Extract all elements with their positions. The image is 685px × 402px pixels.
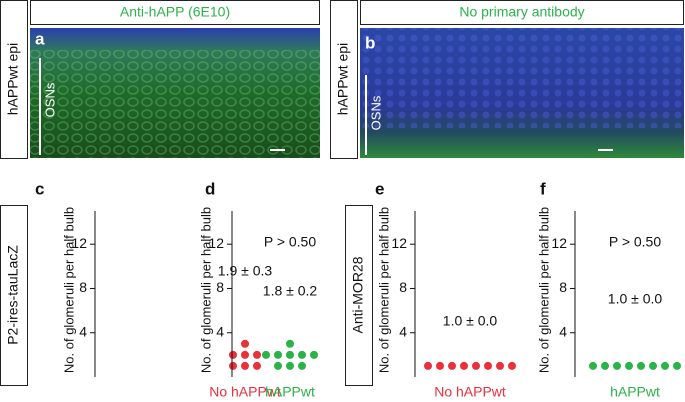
- dot: [613, 361, 621, 370]
- y-tick-label: 4: [79, 323, 87, 339]
- panel-letter: a: [35, 29, 45, 48]
- panel-letter: d: [205, 179, 215, 198]
- dot: [298, 361, 306, 370]
- dot: [253, 361, 261, 370]
- side-box: [330, 0, 358, 159]
- y-tick-label: 12: [71, 235, 87, 251]
- dot: [625, 361, 633, 370]
- dot: [262, 350, 270, 359]
- dot: [589, 361, 597, 370]
- dot: [484, 361, 492, 370]
- dot: [649, 361, 657, 370]
- dot: [472, 361, 480, 370]
- dot: [424, 361, 432, 370]
- side-box: [0, 0, 28, 159]
- dot: [241, 361, 249, 370]
- annotation: P > 0.50: [264, 234, 317, 250]
- y-axis-label: No. of glomeruli per half bulb: [536, 207, 551, 373]
- annotation: 1.9 ± 0.3: [218, 263, 273, 279]
- y-tick-label: 4: [216, 323, 224, 339]
- dot: [661, 361, 669, 370]
- panel-letter: c: [35, 179, 44, 198]
- dot: [241, 350, 249, 359]
- dot: [508, 361, 516, 370]
- region-label: OSNs: [368, 95, 383, 130]
- dot: [310, 350, 318, 359]
- dot: [286, 350, 294, 359]
- side-label: hAPPwt epi: [335, 43, 351, 115]
- y-tick-label: 12: [208, 235, 224, 251]
- side-label: Anti-MOR28: [350, 256, 366, 333]
- dot: [274, 361, 282, 370]
- dot: [229, 361, 237, 370]
- micrograph-texture: [360, 28, 684, 128]
- dot: [241, 339, 249, 348]
- header-box: [30, 0, 320, 25]
- y-axis-label: No. of glomeruli per half bulb: [61, 207, 76, 373]
- dot: [298, 350, 306, 359]
- dot: [274, 350, 282, 359]
- side-label: hAPPwt epi: [5, 43, 21, 115]
- dot: [673, 361, 681, 370]
- y-tick-label: 8: [79, 279, 87, 295]
- y-tick-label: 12: [551, 235, 567, 251]
- dot: [229, 350, 237, 359]
- annotation: 1.0 ± 0.0: [443, 313, 498, 329]
- panel-header: Anti-hAPP (6E10): [120, 4, 230, 20]
- side-box: [345, 205, 373, 386]
- dot: [460, 361, 468, 370]
- category-label: No hAPPwt: [434, 384, 506, 400]
- side-label: P2-ires-tauLacZ: [5, 245, 21, 345]
- y-tick-label: 8: [216, 279, 224, 295]
- dot: [286, 339, 294, 348]
- dot: [601, 361, 609, 370]
- dot: [448, 361, 456, 370]
- y-tick-label: 8: [559, 279, 567, 295]
- micrograph-texture: [30, 50, 320, 158]
- side-box: [0, 205, 28, 386]
- y-tick-label: 8: [399, 279, 407, 295]
- y-tick-label: 12: [391, 235, 407, 251]
- dot: [637, 361, 645, 370]
- region-label: OSNs: [42, 82, 57, 117]
- panel-letter: e: [375, 179, 384, 198]
- category-label: No hAPPwt: [209, 384, 281, 400]
- panel-letter: f: [540, 179, 546, 198]
- dot: [436, 361, 444, 370]
- y-axis-label: No. of glomeruli per half bulb: [376, 207, 391, 373]
- header-box: [360, 0, 684, 25]
- y-tick-label: 4: [559, 323, 567, 339]
- category-label: hAPPwt: [265, 384, 315, 400]
- dot: [286, 361, 294, 370]
- y-axis-label: No. of glomeruli per half bulb: [198, 207, 213, 373]
- y-tick-label: 4: [399, 323, 407, 339]
- dot: [496, 361, 504, 370]
- annotation: P > 0.50: [609, 234, 662, 250]
- panel-header: No primary antibody: [459, 4, 584, 20]
- category-label: hAPPwt: [610, 384, 660, 400]
- annotation: 1.0 ± 0.0: [608, 291, 663, 307]
- dot: [253, 350, 261, 359]
- panel-letter: b: [365, 33, 375, 52]
- annotation: 1.8 ± 0.2: [263, 283, 318, 299]
